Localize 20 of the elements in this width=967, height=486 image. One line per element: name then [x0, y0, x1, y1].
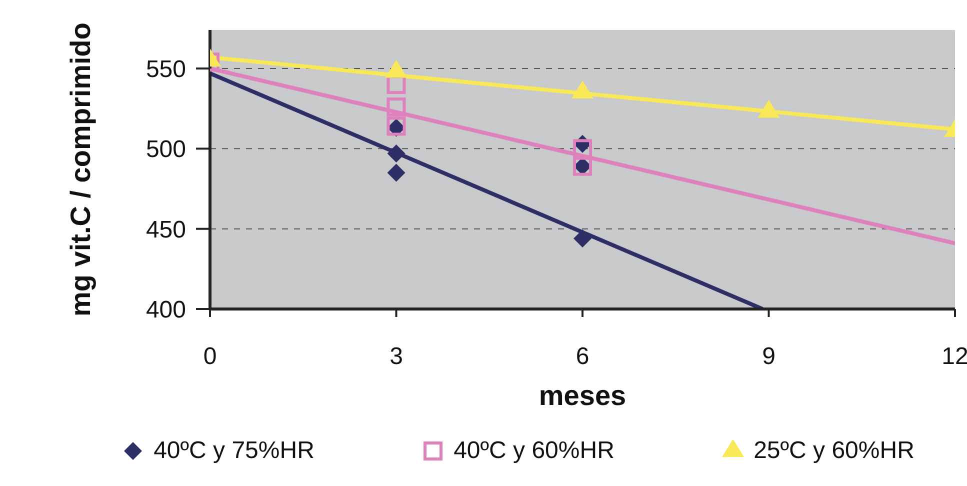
point	[387, 164, 406, 182]
y-tick-label: 450	[146, 216, 186, 244]
x-axis-title: meses	[538, 380, 626, 411]
y-tick-label: 400	[146, 296, 186, 324]
point	[386, 97, 406, 116]
point	[386, 75, 406, 94]
x-tick-label: 12	[942, 343, 967, 370]
y-axis-title: mg vit.C / comprimido	[64, 22, 96, 317]
legend-label: 40ºC y 60%HR	[454, 437, 614, 465]
point	[574, 229, 592, 248]
legend-label: 40ºC y 75%HR	[154, 437, 314, 465]
point	[387, 144, 406, 162]
x-tick-label: 6	[576, 343, 590, 370]
point	[573, 139, 592, 158]
y-tick-label: 500	[146, 136, 186, 164]
y-tick-label: 550	[146, 56, 186, 84]
legend-label: 25ºC y 60%HR	[754, 437, 914, 465]
x-tick-label: 3	[390, 343, 403, 370]
x-tick-label: 0	[203, 343, 217, 370]
x-tick-label: 9	[762, 343, 776, 370]
